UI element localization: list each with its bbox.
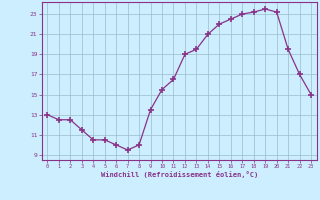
X-axis label: Windchill (Refroidissement éolien,°C): Windchill (Refroidissement éolien,°C) [100,171,258,178]
